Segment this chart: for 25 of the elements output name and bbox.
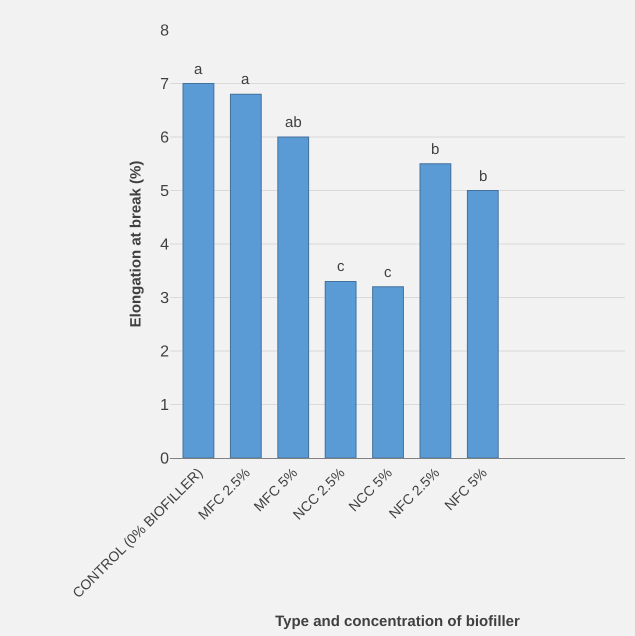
bar [466,190,499,458]
bar [324,280,357,458]
y-tick-label: 0 [160,450,170,468]
annotation: c [384,264,392,281]
bar [277,136,310,458]
y-tick-label: 1 [160,397,170,414]
y-tick-label: 8 [160,22,170,40]
y-axis-title: Elongation at break (%) [127,160,144,328]
bar [372,286,404,458]
annotation: b [431,141,440,158]
y-tick-label: 5 [160,183,170,200]
bar [230,94,262,458]
annotation: c [337,258,345,275]
y-tick-label: 4 [160,236,170,254]
y-tick-label: 2 [160,344,170,361]
y-tick-label: 7 [160,76,170,94]
bar [182,83,214,458]
annotation: a [241,71,250,88]
annotation: ab [285,114,302,131]
bar [420,163,452,458]
annotation: b [479,168,488,185]
y-tick-label: 6 [160,130,170,147]
annotation: a [194,61,203,78]
x-axis-title: Type and concentration of biofiller [275,612,520,630]
y-tick-label: 3 [160,290,170,308]
